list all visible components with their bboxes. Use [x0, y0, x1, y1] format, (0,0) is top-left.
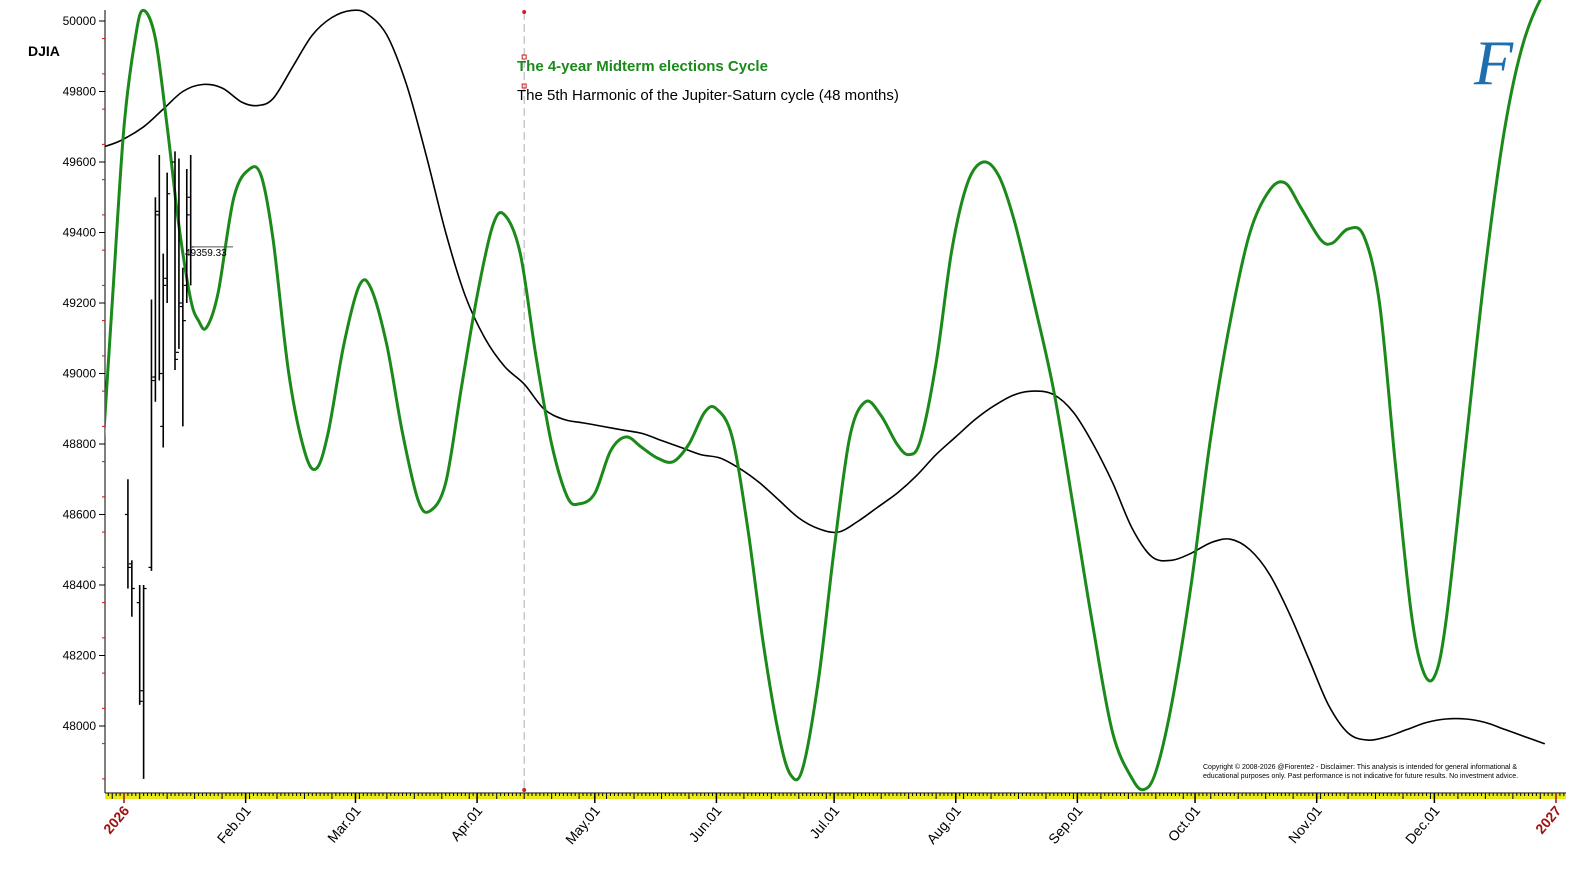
x-tick-label: Feb.01 [214, 802, 254, 846]
last-price-label: 49359.33 [185, 248, 227, 259]
legend-anchor-black [521, 83, 527, 89]
x-tick-label: Sep.01 [1045, 802, 1086, 846]
x-tick-label: Dec.01 [1402, 802, 1443, 846]
series-midterm-cycle-line [105, 0, 1542, 792]
marker-dot-top [522, 10, 527, 14]
y-tick-label: 49600 [63, 155, 97, 169]
y-tick-label: 49800 [63, 85, 97, 99]
x-tick-label: Aug.01 [923, 802, 964, 846]
y-tick-label: 48600 [63, 508, 97, 522]
legend-anchor-green [521, 54, 527, 60]
x-tick-label: Nov.01 [1285, 802, 1325, 846]
x-tick-label: Apr.01 [447, 802, 485, 843]
legend-midterm-cycle: The 4-year Midterm elections Cycle [517, 58, 768, 75]
series-layer [105, 0, 1545, 792]
x-axis: 2026 Feb.01 Mar.01 Apr.01 May.01 Jun.01 Jul.01… [100, 792, 1566, 847]
y-tick-label: 49000 [63, 367, 97, 381]
x-tick-label: Mar.01 [324, 802, 364, 845]
y-tick-label: 49400 [63, 226, 97, 240]
marker-dot-bottom [522, 788, 527, 792]
y-tick-label: 48800 [63, 437, 97, 451]
x-tick-label: Jun.01 [685, 802, 724, 845]
y-axis: 48000 48200 48400 48600 48800 49000 49200 49400… [63, 10, 106, 793]
y-tick-label: 48400 [63, 578, 97, 592]
copyright-line-1: Copyright © 2008-2026 @Fiorente2 - Discl… [1203, 763, 1517, 771]
y-tick-label: 48000 [63, 719, 97, 733]
y-tick-label: 48200 [63, 649, 97, 663]
x-tick-label: 2027 [1532, 802, 1564, 836]
copyright-line-2: educational purposes only. Past performa… [1203, 773, 1518, 780]
labels: DJIA The 4-year Midterm elections Cycle … [28, 27, 1518, 780]
symbol-label: DJIA [28, 43, 60, 59]
x-tick-label: 2026 [100, 802, 132, 836]
legend-jupiter-saturn: The 5th Harmonic of the Jupiter-Saturn c… [517, 87, 899, 104]
today-marker [521, 10, 527, 792]
series-jupiter-saturn-line [105, 9, 1545, 745]
y-tick-label: 49200 [63, 296, 97, 310]
x-axis-band [105, 794, 1566, 799]
y-tick-label: 50000 [63, 14, 97, 28]
x-tick-label: Oct.01 [1165, 802, 1204, 844]
x-tick-label: May.01 [562, 802, 603, 847]
logo-icon: F [1473, 27, 1514, 98]
x-tick-label: Jul.01 [806, 802, 842, 841]
ohlc-bars [124, 151, 233, 779]
